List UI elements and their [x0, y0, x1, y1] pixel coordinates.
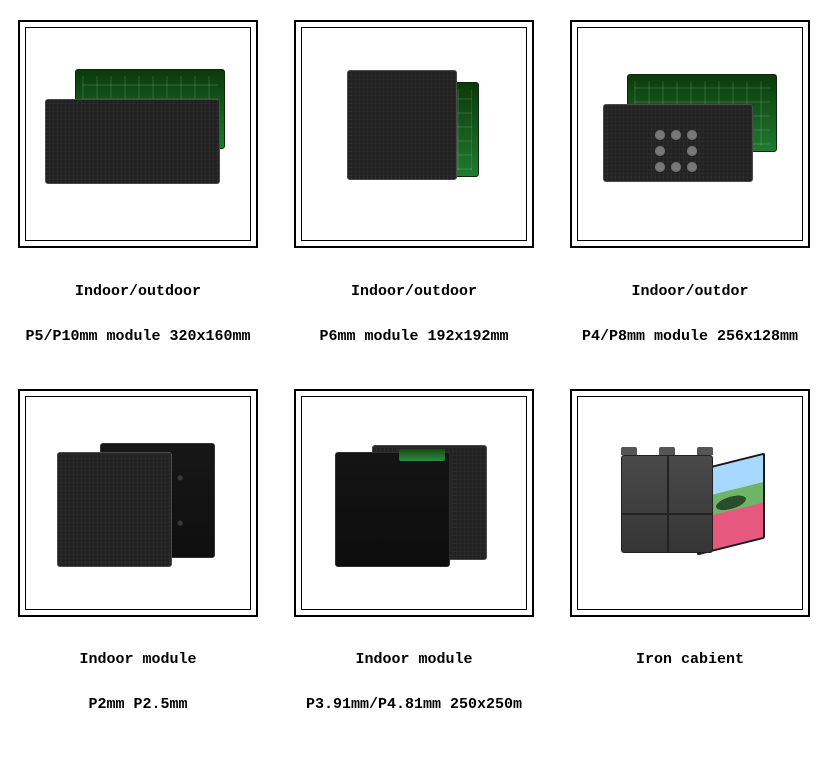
caption-line-1: Indoor/outdor [582, 281, 798, 304]
caption-line-1: Indoor/outdoor [319, 281, 508, 304]
product-frame [294, 20, 534, 248]
product-image [577, 396, 803, 610]
caption-line-2: P5/P10mm module 320x160mm [25, 326, 250, 349]
product-card: Indoor module P2mm P2.5mm [10, 389, 266, 740]
caption-line-1: Indoor module [306, 649, 522, 672]
product-image [301, 396, 527, 610]
caption-line-2: P6mm module 192x192mm [319, 326, 508, 349]
product-card: Indoor/outdoor P5/P10mm module 320x160mm [10, 20, 266, 371]
product-grid: Indoor/outdoor P5/P10mm module 320x160mm… [10, 20, 818, 739]
caption-line-1: Indoor/outdoor [25, 281, 250, 304]
product-frame [294, 389, 534, 617]
caption-line-2: P4/P8mm module 256x128mm [582, 326, 798, 349]
caption-line-1: Indoor module [79, 649, 196, 672]
product-card: Indoor/outdor P4/P8mm module 256x128mm [562, 20, 818, 371]
product-caption: Indoor/outdor P4/P8mm module 256x128mm [582, 258, 798, 371]
product-caption: Indoor/outdoor P6mm module 192x192mm [319, 258, 508, 371]
product-image [301, 27, 527, 241]
product-caption: Iron cabient [636, 627, 744, 717]
product-card: Iron cabient [562, 389, 818, 740]
caption-line-1: Iron cabient [636, 649, 744, 672]
product-image [577, 27, 803, 241]
caption-line-2: P2mm P2.5mm [79, 694, 196, 717]
product-caption: Indoor/outdoor P5/P10mm module 320x160mm [25, 258, 250, 371]
product-frame [570, 389, 810, 617]
product-caption: Indoor module P2mm P2.5mm [79, 627, 196, 740]
product-image [25, 27, 251, 241]
product-caption: Indoor module P3.91mm/P4.81mm 250x250m [306, 627, 522, 740]
product-frame [570, 20, 810, 248]
product-frame [18, 389, 258, 617]
product-image [25, 396, 251, 610]
product-card: Indoor module P3.91mm/P4.81mm 250x250m [286, 389, 542, 740]
caption-line-2: P3.91mm/P4.81mm 250x250m [306, 694, 522, 717]
product-frame [18, 20, 258, 248]
product-card: Indoor/outdoor P6mm module 192x192mm [286, 20, 542, 371]
